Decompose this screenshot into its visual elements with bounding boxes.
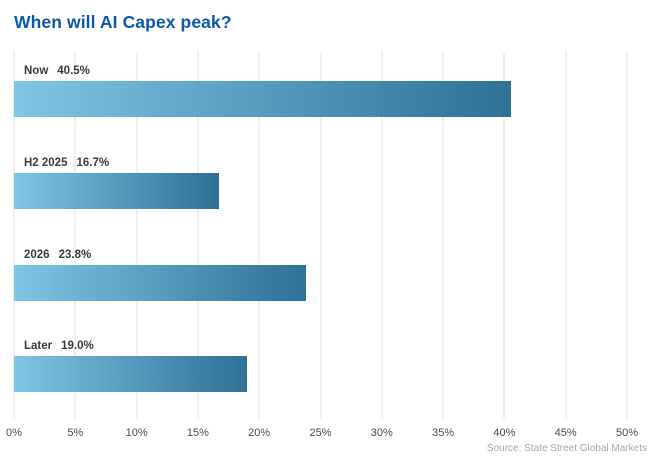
bar-category-label: H2 2025 — [24, 156, 68, 169]
x-axis-tick-label: 35% — [432, 427, 455, 439]
bar-row: Later 19.0% — [14, 327, 627, 419]
bar-value-label: 19.0% — [61, 340, 94, 353]
x-axis-tick-label: 30% — [370, 427, 393, 439]
gridline — [442, 52, 444, 419]
bar-category-label: 2026 — [24, 248, 50, 261]
bar-value-label: 23.8% — [58, 248, 92, 261]
x-axis: 0% 5% 10% 15% 20% 25% 30% 35% 40% 45% 50% — [6, 427, 638, 443]
x-axis-tick-label: 10% — [125, 427, 148, 439]
bar-value-label: 40.5% — [57, 65, 90, 77]
bar-row: Now 40.5% — [14, 52, 627, 144]
bar — [14, 81, 511, 117]
bar-value-label: 16.7% — [76, 156, 110, 169]
bar-label: Now 40.5% — [14, 64, 627, 78]
x-axis-tick-label: 40% — [493, 427, 516, 439]
bar-label: 2026 23.8% — [14, 248, 627, 262]
source-note: Source: State Street Global Markets — [486, 443, 647, 454]
gridline — [381, 52, 383, 419]
gridline — [197, 52, 199, 419]
bar-label: H2 2025 16.7% — [14, 156, 627, 170]
x-axis-tick-label: 5% — [67, 427, 84, 439]
gridline — [626, 52, 628, 419]
bar-category-label: Later — [24, 340, 53, 353]
gridline — [136, 52, 138, 419]
x-axis-tick-label: 20% — [248, 427, 271, 439]
x-axis-tick-label: 45% — [554, 427, 577, 439]
chart-title: When will AI Capex peak? — [14, 12, 232, 32]
gridline — [503, 52, 505, 419]
gridline — [258, 52, 260, 419]
bar — [14, 172, 219, 209]
x-axis-tick-label: 25% — [309, 427, 332, 439]
bar — [14, 356, 247, 393]
bar — [14, 264, 306, 301]
bar-category-label: Now — [24, 65, 49, 77]
bar-row: H2 2025 16.7% — [14, 144, 627, 236]
x-axis-tick-label: 0% — [6, 427, 22, 439]
gridline — [74, 52, 76, 419]
bar-row: 2026 23.8% — [14, 236, 627, 328]
x-axis-tick-label: 15% — [186, 427, 209, 439]
x-axis-tick-label: 50% — [615, 427, 639, 439]
gridlines — [13, 52, 628, 419]
gridline — [320, 52, 321, 419]
gridline — [565, 52, 567, 419]
bar-label: Later 19.0% — [14, 339, 627, 353]
bar-rows: Now 40.5% H2 2025 16.7% 2026 23.8% Later 19.0% — [14, 52, 627, 419]
gridline — [13, 52, 15, 419]
bar-chart-plot-area: Now 40.5% H2 2025 16.7% 2026 23.8% Later 19.0% — [13, 52, 628, 419]
